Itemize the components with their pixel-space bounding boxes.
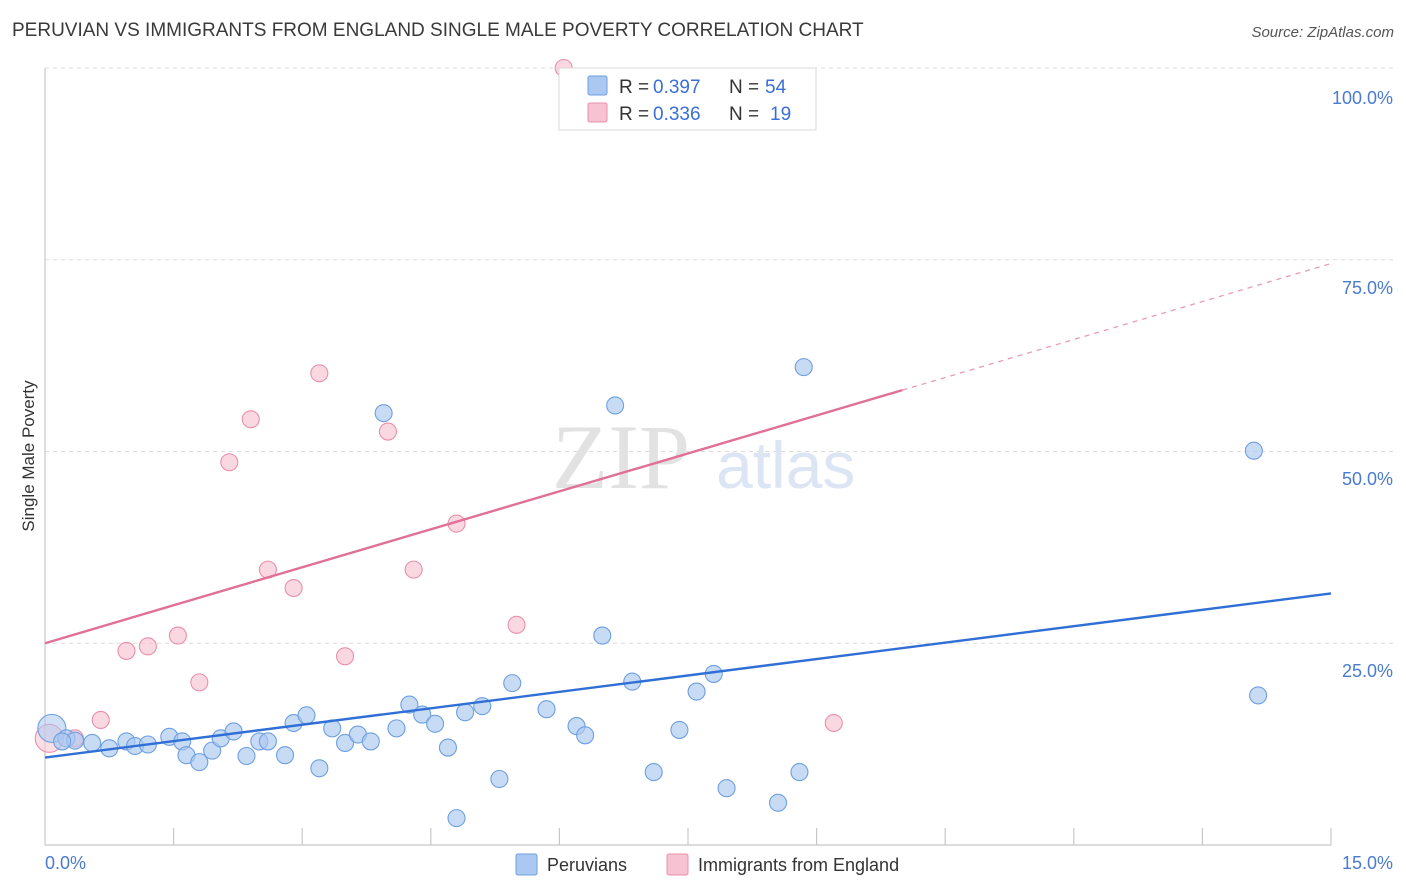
england-point [190, 673, 209, 692]
y-tick-label-50: 50.0% [1342, 469, 1393, 489]
watermark-zip: ZIP [552, 406, 690, 508]
england-point [310, 364, 329, 383]
peruvian-point [374, 404, 393, 423]
peruvian-point [790, 763, 809, 782]
y-tick-label-75: 75.0% [1342, 278, 1393, 298]
grid [45, 67, 1395, 644]
legend-r-value-1: 0.397 [653, 77, 701, 98]
legend-swatch-england [587, 102, 608, 123]
trend-line-england [44, 388, 903, 645]
peruvian-point [447, 809, 466, 828]
y-tick-label-100: 100.0% [1332, 88, 1393, 108]
england-point [284, 578, 303, 598]
legend-r-value-2: 0.336 [653, 104, 701, 125]
england-point [91, 710, 110, 730]
x-tick-marks [173, 828, 1332, 845]
peruvian-point [576, 726, 595, 745]
peruvian-point [224, 722, 243, 741]
legend-r-label-2: R = [619, 104, 649, 125]
watermark-atlas: atlas [716, 428, 855, 502]
trend-lines [44, 262, 1332, 759]
peruvian-point [276, 746, 295, 765]
peruvian-point [336, 733, 355, 753]
peruvian-point [438, 738, 457, 757]
england-point [507, 615, 526, 634]
legend-n-label-1: N = [729, 77, 759, 98]
peruvian-point [190, 753, 209, 772]
y-tick-label-25: 25.0% [1342, 661, 1393, 681]
england-point [138, 637, 157, 656]
peruvian-point [503, 674, 522, 693]
peruvian-point [1249, 686, 1268, 705]
peruvian-point [768, 793, 788, 812]
y-tick-labels: 25.0% 50.0% 75.0% 100.0% [1332, 88, 1393, 681]
peruvian-point [593, 626, 612, 645]
england-point [220, 453, 239, 472]
england-point [117, 641, 136, 660]
england-point [404, 560, 423, 579]
england-point [336, 647, 355, 666]
trend-line-extension-england [902, 262, 1332, 391]
bottom-legend-swatch-england [666, 853, 689, 876]
england-point [168, 626, 187, 645]
legend-swatch-peruvians [587, 75, 608, 96]
chart-source: Source: ZipAtlas.com [1251, 24, 1394, 41]
peruvian-point [670, 720, 689, 739]
legend-r-label-1: R = [619, 77, 649, 98]
correlation-legend: R = 0.397 N = 54 R = 0.336 N = 19 [558, 67, 817, 131]
series-legend: Peruvians Immigrants from England [515, 853, 899, 876]
peruvian-point [426, 714, 445, 733]
peruvian-point [490, 769, 509, 789]
y-axis-title: Single Male Poverty [19, 380, 38, 532]
peruvian-point [1244, 441, 1263, 460]
peruvian-point [794, 358, 813, 377]
england-point [378, 422, 397, 441]
bottom-legend-label-peruvians: Peruvians [547, 855, 627, 875]
bottom-legend-swatch-peruvians [515, 853, 538, 876]
england-point [241, 410, 260, 429]
peruvian-point [83, 733, 102, 753]
peruvian-point [456, 703, 475, 722]
peruvian-point [258, 732, 277, 751]
peruvian-point [297, 706, 316, 725]
legend-n-label-2: N = [729, 104, 759, 125]
trend-line-peruvians [44, 592, 1332, 759]
peruvian-point [387, 719, 406, 738]
peruvian-point [717, 779, 736, 798]
peruvian-point [400, 695, 419, 714]
x-tick-label-max: 15.0% [1342, 853, 1393, 873]
peruvian-point [537, 700, 556, 719]
peruvian-point [644, 763, 663, 782]
chart-title: PERUVIAN VS IMMIGRANTS FROM ENGLAND SING… [12, 20, 864, 41]
peruvian-point [687, 682, 706, 701]
peruvian-point [203, 741, 222, 760]
peruvian-point [237, 746, 256, 766]
england-point [824, 713, 843, 733]
peruvian-point [606, 396, 625, 415]
legend-n-value-2: 19 [770, 104, 791, 125]
peruvian-point [361, 732, 380, 751]
peruvian-point [310, 759, 329, 778]
x-tick-label-min: 0.0% [45, 853, 86, 873]
peruvian-point [53, 732, 72, 751]
bottom-legend-label-england: Immigrants from England [698, 855, 899, 875]
legend-n-value-1: 54 [765, 77, 787, 98]
